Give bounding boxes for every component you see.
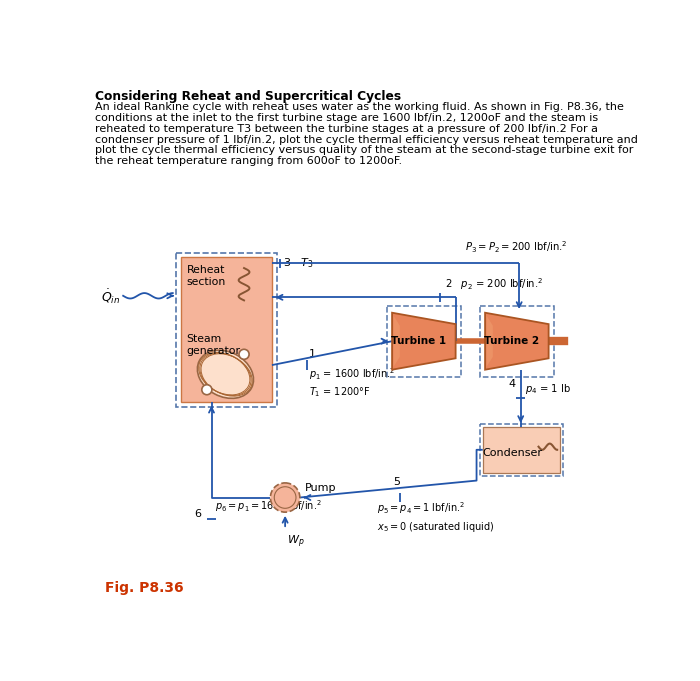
Text: $p_1$ = 1600 lbf/in.$^2$
$T_1$ = 1200°F: $p_1$ = 1600 lbf/in.$^2$ $T_1$ = 1200°F <box>309 366 395 400</box>
Text: condenser pressure of 1 lbf/in.2, plot the cycle thermal efficiency versus rehea: condenser pressure of 1 lbf/in.2, plot t… <box>95 135 638 144</box>
Circle shape <box>239 349 249 360</box>
Text: Condenser: Condenser <box>482 448 542 458</box>
Text: 1: 1 <box>309 349 316 359</box>
Text: Turbine 2: Turbine 2 <box>484 336 539 346</box>
Text: $p_6 = p_1 = 1600$ lbf/in.$^2$: $p_6 = p_1 = 1600$ lbf/in.$^2$ <box>216 498 322 514</box>
Text: 2   $p_2$ = 200 lbf/in.$^2$: 2 $p_2$ = 200 lbf/in.$^2$ <box>444 276 543 292</box>
Text: conditions at the inlet to the first turbine stage are 1600 lbf/in.2, 1200oF and: conditions at the inlet to the first tur… <box>95 112 598 123</box>
Bar <box>386 306 461 377</box>
Circle shape <box>202 385 212 395</box>
Text: $W_p$: $W_p$ <box>288 534 305 550</box>
Text: Turbine 1: Turbine 1 <box>391 336 447 346</box>
Bar <box>480 424 564 476</box>
Polygon shape <box>485 313 549 370</box>
Text: Pump: Pump <box>304 484 336 493</box>
Text: $p_5 = p_4 = 1$ lbf/in.$^2$
$x_5 = 0$ (saturated liquid): $p_5 = p_4 = 1$ lbf/in.$^2$ $x_5 = 0$ (s… <box>377 500 494 534</box>
Text: Fig. P8.36: Fig. P8.36 <box>104 581 183 595</box>
Text: $P_3 = P_2 = 200$ lbf/in.$^2$: $P_3 = P_2 = 200$ lbf/in.$^2$ <box>465 239 568 255</box>
Text: An ideal Rankine cycle with reheat uses water as the working fluid. As shown in : An ideal Rankine cycle with reheat uses … <box>95 101 624 112</box>
Bar <box>483 427 560 473</box>
Text: plot the cycle thermal efficiency versus quality of the steam at the second-stag: plot the cycle thermal efficiency versus… <box>95 146 634 155</box>
Text: Reheat
section: Reheat section <box>187 265 226 287</box>
Bar <box>181 257 272 402</box>
Bar <box>480 306 554 377</box>
Circle shape <box>270 483 300 512</box>
Text: 3   $T_3$: 3 $T_3$ <box>283 256 314 270</box>
Text: the reheat temperature ranging from 600oF to 1200oF.: the reheat temperature ranging from 600o… <box>95 157 402 166</box>
Text: 6: 6 <box>195 509 202 519</box>
Text: Considering Reheat and Supercritical Cycles: Considering Reheat and Supercritical Cyc… <box>95 90 401 104</box>
Polygon shape <box>392 313 456 370</box>
Polygon shape <box>393 316 400 366</box>
Bar <box>176 253 276 407</box>
Text: $p_4$ = 1 lb: $p_4$ = 1 lb <box>526 382 571 396</box>
Text: $\dot{Q}_{in}$: $\dot{Q}_{in}$ <box>102 287 121 306</box>
Text: Steam
generator: Steam generator <box>187 334 241 356</box>
Polygon shape <box>486 316 493 366</box>
Text: 5: 5 <box>393 477 400 487</box>
Text: 4: 4 <box>508 379 515 390</box>
Ellipse shape <box>197 350 253 398</box>
Text: reheated to temperature T3 between the turbine stages at a pressure of 200 lbf/i: reheated to temperature T3 between the t… <box>95 124 598 133</box>
